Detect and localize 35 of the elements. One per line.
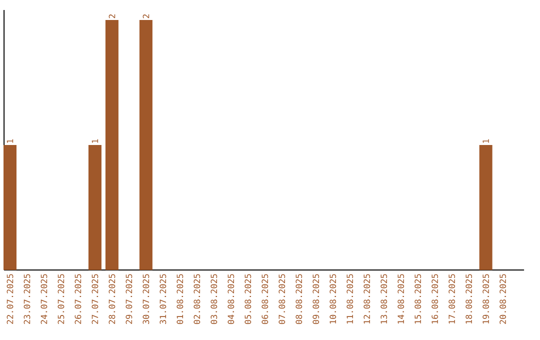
x-tick-label: 30.07.2025 — [142, 274, 150, 324]
x-tick-label: 20.08.2025 — [500, 274, 506, 324]
x-tick-label: 31.07.2025 — [160, 274, 166, 324]
data-label: 2 — [108, 14, 116, 18]
x-tick-label: 03.08.2025 — [210, 274, 218, 324]
x-tick-label: 26.07.2025 — [74, 274, 82, 324]
x-tick-label: 05.08.2025 — [244, 274, 252, 324]
data-label: 1 — [482, 139, 489, 143]
x-tick-label: 17.08.2025 — [448, 274, 456, 324]
x-tick-label: 09.08.2025 — [312, 274, 320, 324]
x-tick-label: 15.08.2025 — [414, 274, 422, 324]
x-tick-label: 18.08.2025 — [466, 274, 472, 324]
x-tick-label: 19.08.2025 — [482, 274, 490, 324]
x-tick-label: 24.07.2025 — [40, 274, 48, 324]
x-tick-label: 07.08.2025 — [278, 274, 286, 324]
x-tick-label: 13.08.2025 — [380, 274, 388, 324]
x-tick-label: 16.08.2025 — [432, 274, 438, 324]
data-label: 2 — [142, 14, 150, 18]
data-label: 1 — [6, 139, 14, 143]
data-label: 1 — [92, 139, 98, 143]
x-tick-label: 25.07.2025 — [58, 274, 64, 324]
x-tick-label: 08.08.2025 — [296, 274, 302, 324]
x-tick-label: 14.08.2025 — [398, 274, 404, 324]
x-tick-label: 29.07.2025 — [126, 274, 132, 324]
x-tick-label: 11.08.2025 — [346, 274, 354, 324]
x-tick-label: 06.08.2025 — [262, 274, 268, 324]
x-tick-label: 22.07.2025 — [6, 274, 14, 324]
x-tick-label: 02.08.2025 — [194, 274, 200, 324]
x-tick-label: 01.08.2025 — [176, 274, 184, 324]
x-tick-label: 28.07.2025 — [108, 274, 116, 324]
x-tick-label: 10.08.2025 — [330, 274, 336, 324]
x-tick-label: 12.08.2025 — [364, 274, 370, 324]
x-tick-label: 04.08.2025 — [228, 274, 234, 324]
x-tick-label: 27.07.2025 — [92, 274, 98, 324]
x-tick-label: 23.07.2025 — [24, 274, 30, 324]
